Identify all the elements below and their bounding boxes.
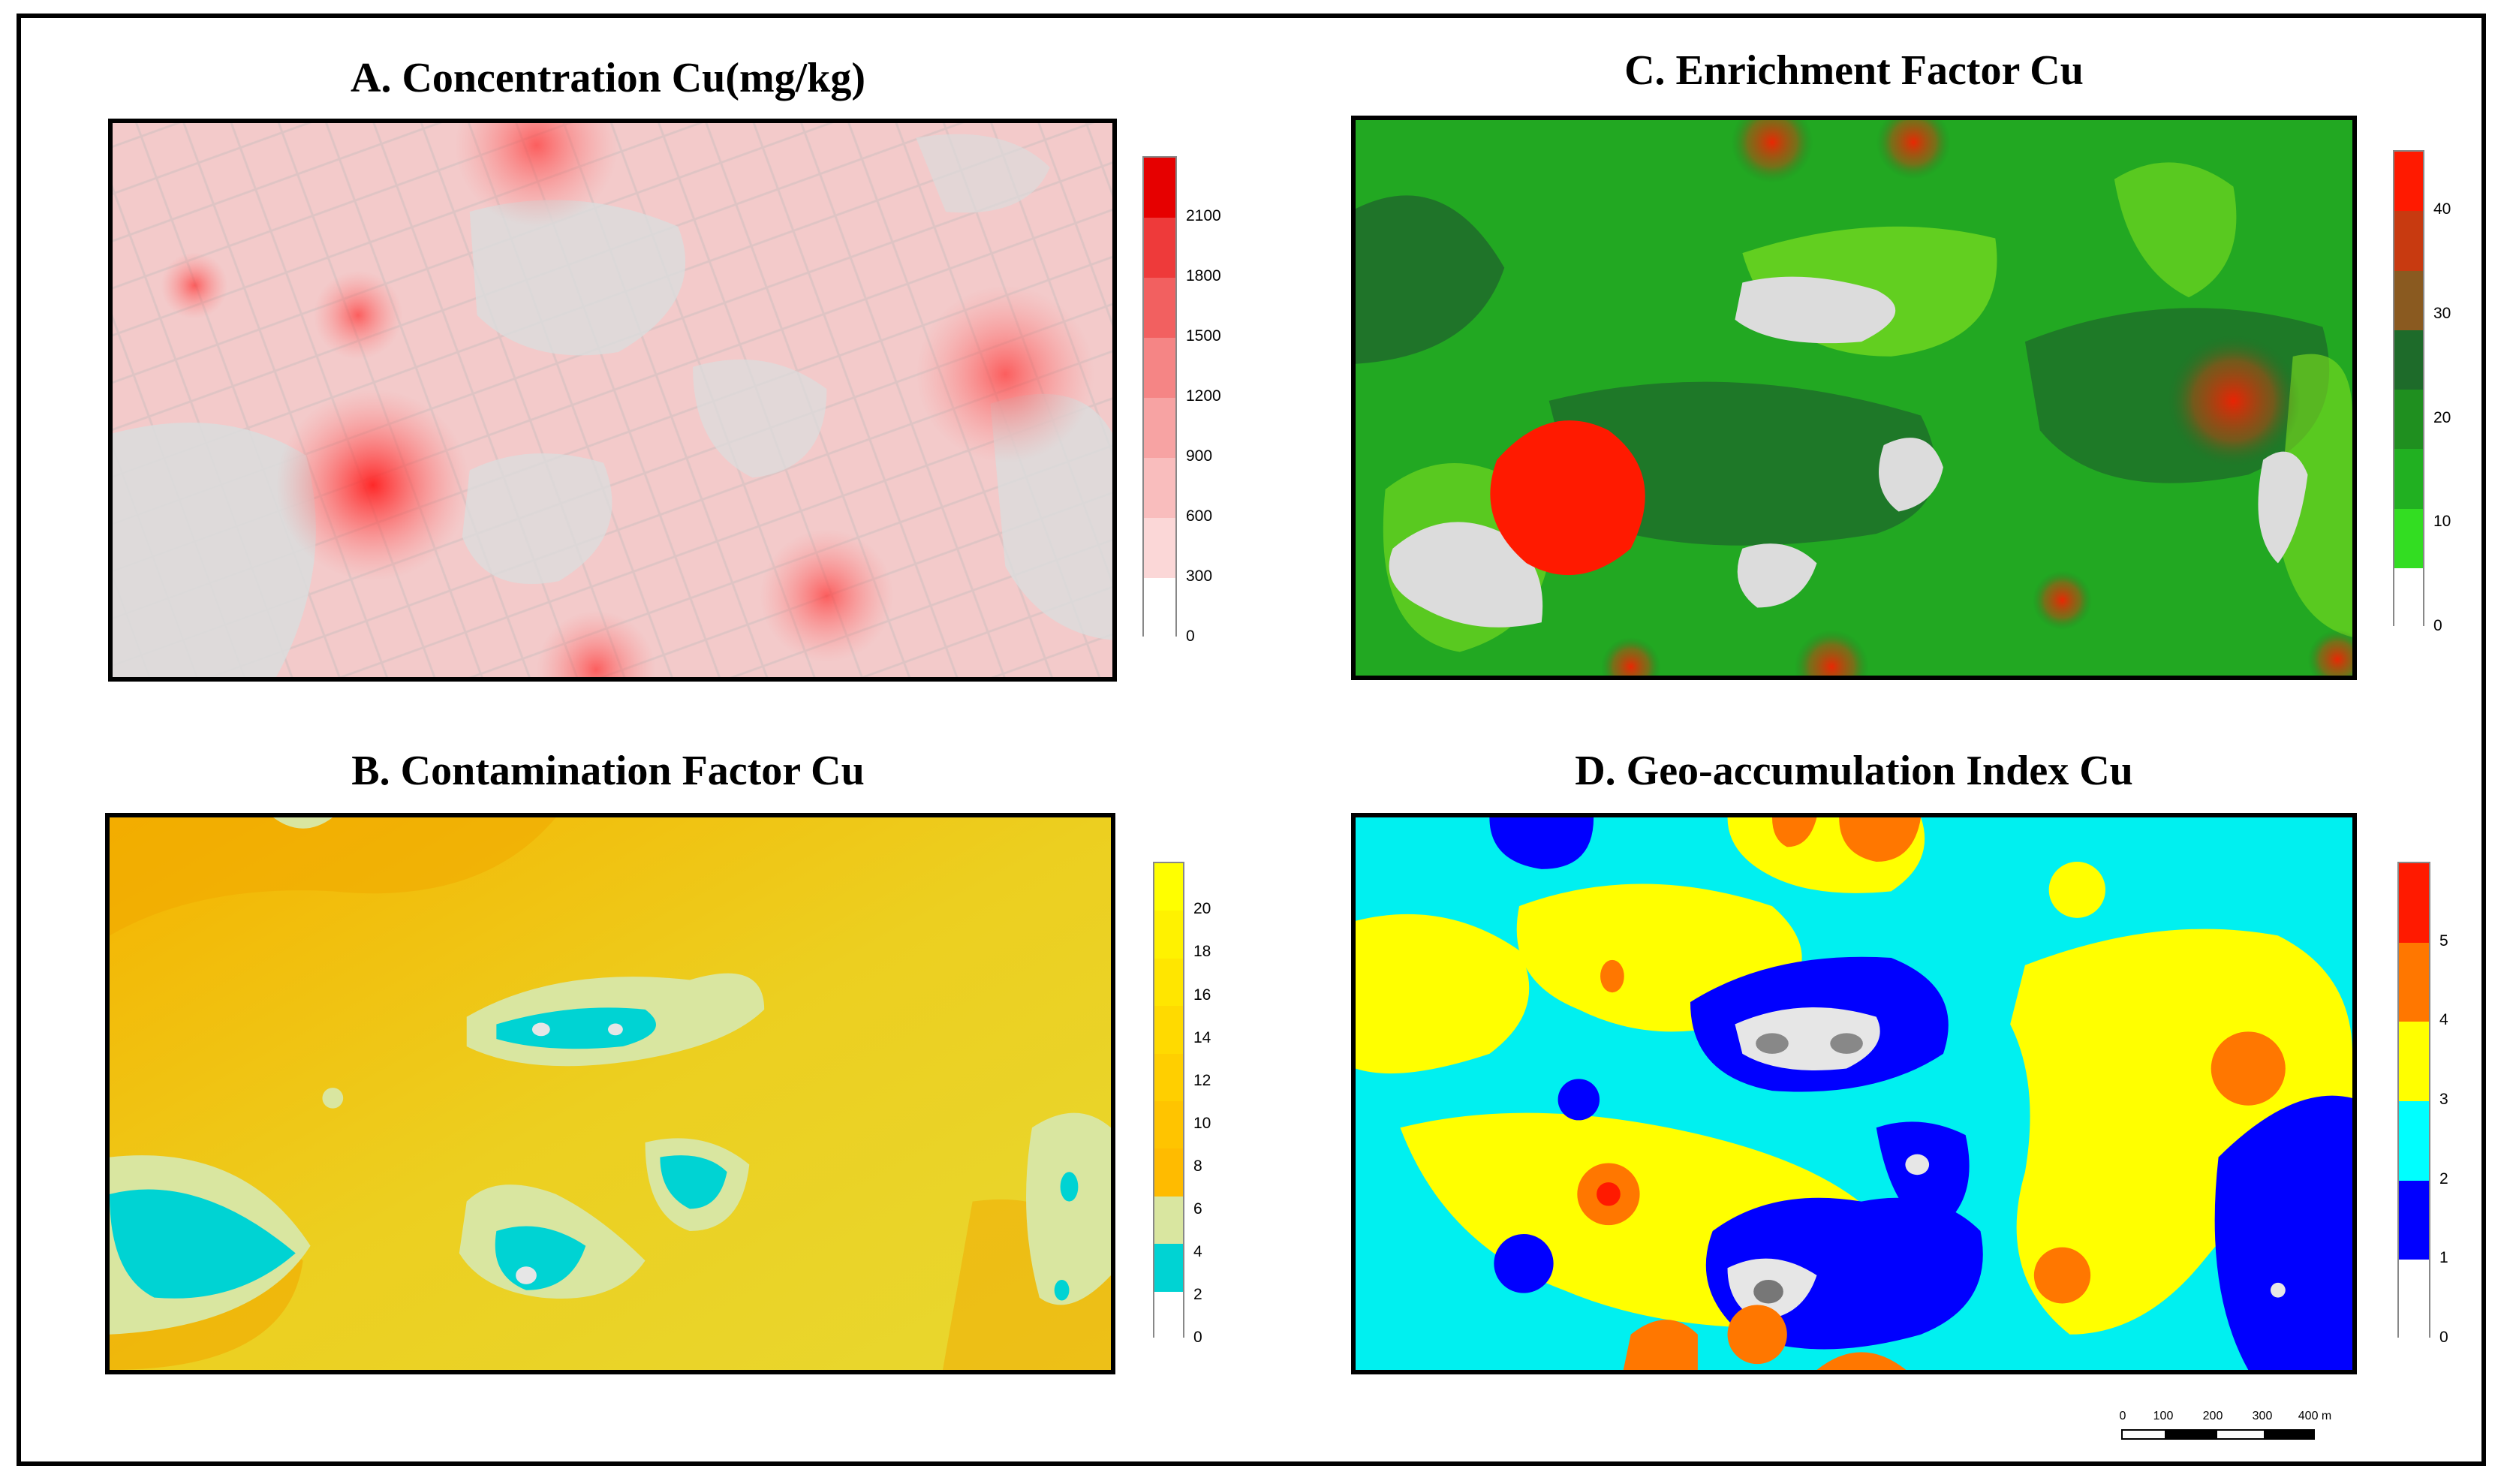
legend-tick-label: 40 bbox=[2433, 200, 2451, 218]
legend-tick-label: 1800 bbox=[1186, 267, 1221, 284]
legend-swatch bbox=[2399, 1022, 2429, 1102]
legend-swatch bbox=[2394, 390, 2423, 450]
legend-tick-label: 1 bbox=[2439, 1249, 2448, 1267]
legend-tick-label: 14 bbox=[1193, 1028, 1211, 1046]
legend-swatch bbox=[1144, 338, 1175, 398]
legend-tick-label: 600 bbox=[1186, 507, 1213, 525]
legend-swatch bbox=[2394, 449, 2423, 510]
legend-swatch bbox=[1144, 398, 1175, 458]
legend-swatch bbox=[1154, 1006, 1183, 1055]
panel-c-title: C. Enrichment Factor Cu bbox=[1624, 47, 2084, 94]
legend-swatch bbox=[1154, 1101, 1183, 1149]
legend-swatch bbox=[1144, 518, 1175, 578]
scale-label: 400 m bbox=[2298, 1410, 2332, 1422]
legend-swatch bbox=[1144, 458, 1175, 518]
scale-segment bbox=[2121, 1429, 2166, 1440]
legend-tick-label: 1500 bbox=[1186, 327, 1221, 345]
legend-swatch bbox=[2399, 1180, 2429, 1260]
legend-tick-label: 1200 bbox=[1186, 387, 1221, 405]
legend-tick-label: 16 bbox=[1193, 986, 1211, 1004]
panel-d-legend: 5 4 3 2 1 0 bbox=[2397, 862, 2448, 1346]
legend-tick-label: 2 bbox=[1193, 1285, 1202, 1303]
legend-swatch bbox=[2399, 1101, 2429, 1181]
legend-tick-label: 900 bbox=[1186, 447, 1213, 465]
legend-tick-label: 300 bbox=[1186, 567, 1213, 585]
legend-tick-label: 10 bbox=[1193, 1114, 1211, 1132]
panel-d-map[interactable] bbox=[1351, 813, 2357, 1374]
legend-swatch bbox=[1144, 218, 1175, 278]
legend-swatch bbox=[1154, 958, 1183, 1007]
legend-swatch bbox=[1154, 1053, 1183, 1102]
legend-tick-label: 4 bbox=[2439, 1011, 2448, 1029]
legend-swatch bbox=[2399, 942, 2429, 1022]
panel-d-title: D. Geo-accumulation Index Cu bbox=[1575, 748, 2133, 794]
legend-tick-label: 2 bbox=[2439, 1169, 2448, 1188]
panel-a-legend: 2100 1800 1500 1200 900 600 300 0 bbox=[1142, 156, 1221, 645]
scale-label: 300 bbox=[2252, 1410, 2273, 1422]
panel-b-map[interactable] bbox=[105, 813, 1115, 1374]
panel-c-map[interactable] bbox=[1351, 116, 2357, 680]
legend-color-bar bbox=[1153, 862, 1184, 1340]
legend-swatch bbox=[1144, 278, 1175, 338]
legend-swatch bbox=[2394, 508, 2423, 569]
panel-b-title: B. Contamination Factor Cu bbox=[351, 748, 865, 794]
legend-tick-label: 8 bbox=[1193, 1157, 1202, 1175]
legend-color-bar bbox=[1142, 156, 1177, 638]
legend-swatch bbox=[1154, 1291, 1183, 1340]
legend-tick-label: 0 bbox=[1193, 1329, 1202, 1346]
panel-a-title: A. Concentration Cu(mg/kg) bbox=[351, 55, 865, 101]
legend-tick-label: 3 bbox=[2439, 1091, 2448, 1108]
legend-swatch bbox=[2394, 211, 2423, 272]
legend-swatch bbox=[2399, 863, 2429, 943]
legend-tick-label: 4 bbox=[1193, 1242, 1202, 1260]
legend-swatch bbox=[2394, 270, 2423, 331]
legend-tick-label: 2100 bbox=[1186, 207, 1221, 224]
legend-tick-label: 20 bbox=[1193, 900, 1211, 918]
legend-swatch bbox=[1154, 1148, 1183, 1197]
scale-segment bbox=[2166, 1429, 2216, 1440]
legend-tick-label: 10 bbox=[2433, 513, 2451, 531]
legend-tick-label: 0 bbox=[2433, 617, 2442, 634]
panel-b-legend: 20 18 16 14 12 10 8 6 4 2 0 bbox=[1153, 862, 1211, 1346]
legend-swatch bbox=[1154, 1196, 1183, 1245]
legend-color-bar bbox=[2393, 150, 2424, 628]
legend-swatch bbox=[2394, 567, 2423, 628]
scale-bar: 0 100 200 300 400 m bbox=[2119, 1410, 2331, 1440]
legend-swatch bbox=[2394, 152, 2423, 212]
legend-tick-label: 6 bbox=[1193, 1200, 1202, 1218]
legend-swatch bbox=[1154, 863, 1183, 911]
legend-swatch bbox=[1154, 911, 1183, 959]
legend-tick-label: 0 bbox=[2439, 1329, 2448, 1346]
legend-tick-label: 20 bbox=[2433, 408, 2451, 426]
legend-swatch bbox=[1154, 1244, 1183, 1293]
legend-tick-label: 18 bbox=[1193, 943, 1211, 961]
legend-swatch bbox=[1144, 578, 1175, 638]
legend-swatch bbox=[2399, 1260, 2429, 1340]
panel-a-map[interactable] bbox=[108, 119, 1117, 682]
legend-swatch bbox=[1144, 158, 1175, 218]
scale-segment bbox=[2265, 1429, 2315, 1440]
legend-color-bar bbox=[2397, 862, 2430, 1340]
legend-tick-label: 30 bbox=[2433, 304, 2451, 322]
scale-label: 0 bbox=[2119, 1410, 2126, 1422]
scale-label: 200 bbox=[2202, 1410, 2223, 1422]
legend-tick-label: 5 bbox=[2439, 932, 2448, 950]
scale-label: 100 bbox=[2153, 1410, 2174, 1422]
panel-c-legend: 40 30 20 10 0 bbox=[2393, 150, 2451, 634]
legend-tick-label: 12 bbox=[1193, 1071, 1211, 1089]
legend-tick-label: 0 bbox=[1186, 628, 1195, 645]
legend-swatch bbox=[2394, 330, 2423, 390]
scale-segment bbox=[2216, 1429, 2265, 1440]
